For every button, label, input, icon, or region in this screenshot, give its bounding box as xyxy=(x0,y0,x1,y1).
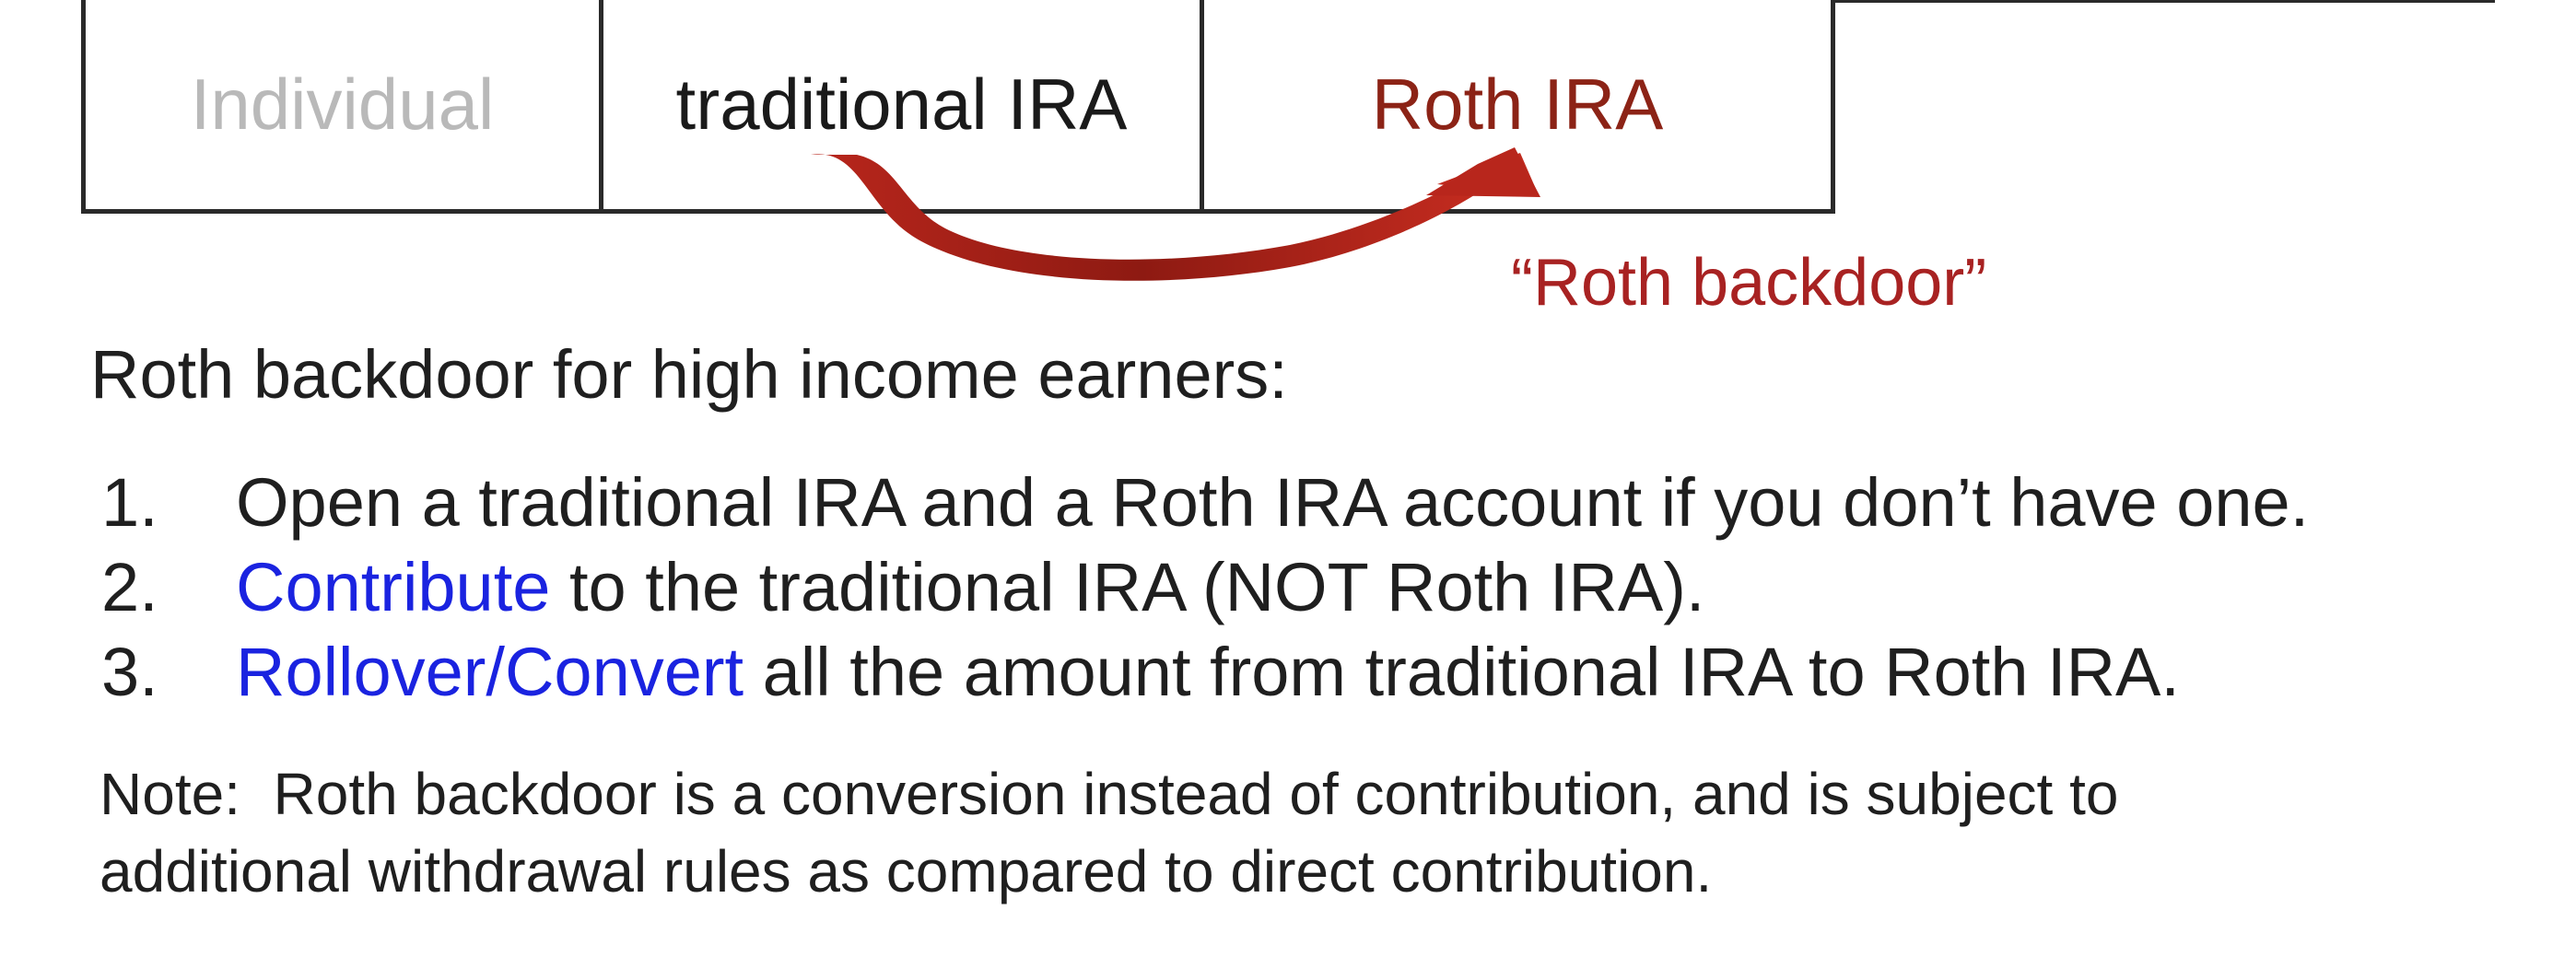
list-item: 1. Open a traditional IRA and a Roth IRA… xyxy=(101,461,2309,545)
list-item: 2. Contribute to the traditional IRA (NO… xyxy=(101,545,2309,630)
account-types-table: Individual traditional IRA Roth IRA xyxy=(81,0,1835,214)
step-number: 3. xyxy=(101,634,158,710)
step-number: 1. xyxy=(101,464,158,541)
contribute-link[interactable]: Contribute xyxy=(236,549,551,625)
step-number: 2. xyxy=(101,549,158,625)
note-paragraph: Note: Roth backdoor is a conversion inst… xyxy=(100,755,2495,910)
step-text: all the amount from traditional IRA to R… xyxy=(744,634,2180,710)
traditional-ira-label: traditional IRA xyxy=(675,64,1128,145)
step-text: to the traditional IRA (NOT Roth IRA). xyxy=(550,549,1705,625)
top-divider-line xyxy=(1835,0,2495,3)
list-item: 3. Rollover/Convert all the amount from … xyxy=(101,630,2309,715)
individual-account-cell: Individual xyxy=(86,0,603,209)
step-text: Open a traditional IRA and a Roth IRA ac… xyxy=(236,464,2310,541)
roth-ira-cell: Roth IRA xyxy=(1204,0,1831,209)
traditional-ira-cell: traditional IRA xyxy=(603,0,1204,209)
rollover-convert-link[interactable]: Rollover/Convert xyxy=(236,634,744,710)
steps-list: 1. Open a traditional IRA and a Roth IRA… xyxy=(101,461,2309,715)
roth-ira-label: Roth IRA xyxy=(1371,64,1664,145)
note-line-1: Note: Roth backdoor is a conversion inst… xyxy=(100,761,2119,827)
roth-backdoor-label: “Roth backdoor” xyxy=(1511,246,1987,320)
individual-account-label: Individual xyxy=(190,64,495,145)
section-heading: Roth backdoor for high income earners: xyxy=(90,336,1288,413)
note-line-2: additional withdrawal rules as compared … xyxy=(100,838,1713,904)
